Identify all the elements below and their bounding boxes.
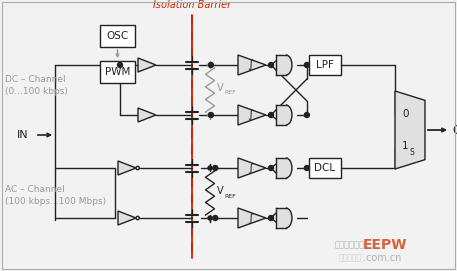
Text: PWM: PWM [105, 67, 130, 77]
Bar [276, 158, 286, 178]
Polygon shape [238, 105, 266, 125]
Circle shape [117, 63, 122, 67]
Text: 赛亿狐世界: 赛亿狐世界 [339, 253, 361, 263]
Polygon shape [138, 108, 156, 122]
Circle shape [269, 112, 273, 118]
Polygon shape [286, 55, 292, 75]
Circle shape [208, 112, 213, 118]
Circle shape [208, 216, 212, 220]
Text: OSC: OSC [106, 31, 128, 41]
Polygon shape [286, 208, 292, 228]
Circle shape [304, 166, 309, 170]
Bar [276, 105, 286, 125]
Polygon shape [395, 91, 425, 169]
Bar [100, 61, 135, 83]
Polygon shape [138, 58, 156, 72]
Bar [309, 158, 341, 178]
Text: (100 kbps...100 Mbps): (100 kbps...100 Mbps) [5, 196, 106, 205]
Polygon shape [118, 211, 136, 225]
Text: IN: IN [17, 130, 29, 140]
Text: Isolation Barrier: Isolation Barrier [153, 0, 231, 10]
Bar [276, 208, 286, 228]
Circle shape [136, 216, 139, 220]
Bar [309, 55, 341, 75]
Text: S: S [409, 148, 414, 157]
Bar [276, 55, 286, 75]
Text: $\int$: $\int$ [247, 57, 255, 73]
Text: 电子工程世界: 电子工程世界 [335, 240, 365, 250]
Circle shape [208, 113, 212, 117]
Polygon shape [238, 158, 266, 178]
Text: EEPW: EEPW [363, 238, 407, 252]
Circle shape [208, 166, 212, 170]
Polygon shape [238, 208, 266, 228]
Text: (0...100 kbps): (0...100 kbps) [5, 86, 68, 95]
Text: OUT: OUT [452, 124, 457, 137]
Text: $\int$: $\int$ [247, 108, 255, 122]
Text: REF: REF [224, 193, 236, 198]
Text: V: V [217, 83, 223, 93]
Circle shape [304, 112, 309, 118]
Circle shape [208, 63, 212, 67]
Text: .com.cn: .com.cn [363, 253, 401, 263]
Circle shape [213, 166, 218, 170]
Circle shape [208, 63, 213, 67]
Text: LPF: LPF [316, 60, 334, 70]
Polygon shape [238, 55, 266, 75]
Circle shape [269, 166, 273, 170]
Text: 0: 0 [402, 109, 409, 120]
Circle shape [269, 63, 273, 67]
Circle shape [269, 215, 273, 221]
Polygon shape [286, 105, 292, 125]
Circle shape [304, 63, 309, 67]
Polygon shape [118, 161, 136, 175]
Text: DC – Channel: DC – Channel [5, 76, 66, 85]
Text: V: V [217, 186, 223, 196]
Bar [100, 25, 135, 47]
Text: REF: REF [224, 91, 236, 95]
Polygon shape [286, 158, 292, 178]
Text: 1: 1 [402, 141, 409, 151]
Text: DCL: DCL [314, 163, 335, 173]
Circle shape [213, 215, 218, 221]
Text: $\int$: $\int$ [247, 211, 255, 225]
Circle shape [136, 166, 139, 170]
Text: $\int$: $\int$ [247, 160, 255, 176]
Text: AC – Channel: AC – Channel [5, 186, 65, 195]
